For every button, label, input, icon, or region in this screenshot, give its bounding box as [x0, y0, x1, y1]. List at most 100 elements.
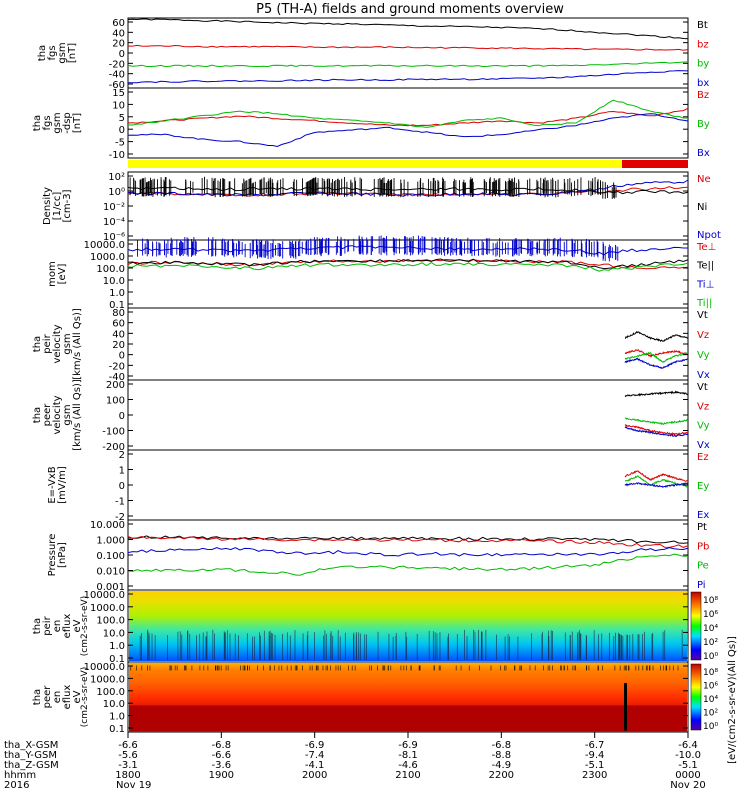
- y-tick-label: 10.0: [103, 699, 125, 710]
- x-value: 2300: [582, 770, 607, 781]
- y-axis-label: [nPa]: [57, 542, 68, 568]
- y-axis-label: fgs: [47, 45, 58, 60]
- legend-Te||: Te||: [696, 261, 714, 272]
- colorbar-tick-label: 10⁸: [703, 668, 718, 678]
- legend-Ne: Ne: [697, 174, 711, 185]
- y-axis-label: [km/s (All Qs)]: [72, 308, 83, 380]
- legend-Ti⊥: Ti⊥: [696, 279, 714, 290]
- y-tick-label: 0.100: [96, 551, 125, 562]
- series-line-Vy: [624, 417, 689, 426]
- legend-By: By: [697, 119, 710, 130]
- y-axis-label: fgs: [42, 115, 53, 130]
- y-axis-label: gsm: [57, 42, 68, 63]
- panel-9: 10⁸ 10⁶ 10⁴ 10² 10⁰ 10000.0 1000.0 100.010.0 1.0…: [32, 589, 718, 665]
- panel-frame: [127, 307, 689, 381]
- y-tick-label: -2: [115, 512, 125, 523]
- legend-Vy: Vy: [697, 421, 710, 432]
- colorbar-tick-label: 10⁴: [703, 624, 718, 634]
- y-tick-label: 2: [119, 450, 125, 461]
- y-axis-label: Pressure: [47, 534, 58, 577]
- legend-bz: bz: [697, 39, 709, 50]
- legend-Vx: Vx: [697, 440, 710, 451]
- legend-Vt: Vt: [697, 310, 708, 321]
- x-value: 1800: [115, 770, 140, 781]
- y-tick-label: -200: [102, 442, 125, 453]
- y-axis-label: eflux: [62, 614, 73, 639]
- series-line-Pt: [127, 535, 689, 544]
- panel-frame: [127, 87, 689, 159]
- y-tick-label: 0.1: [109, 654, 125, 665]
- y-tick-label: -40: [109, 70, 125, 81]
- legend-Ey: Ey: [697, 481, 709, 492]
- y-axis-units: (cm2-s-sr-eV): [80, 596, 90, 656]
- x-value: -5.6: [118, 750, 138, 761]
- y-tick-label: 0: [119, 125, 125, 136]
- legend-Pb: Pb: [697, 541, 709, 552]
- x-value: -3.6: [212, 760, 232, 771]
- series-line-By: [128, 99, 689, 128]
- y-tick-label: 0: [119, 49, 125, 60]
- y-axis-label: [nT]: [72, 113, 83, 133]
- x-value: -6.6: [212, 750, 232, 761]
- y-axis-label: mom: [47, 261, 58, 287]
- y-axis-label: Density: [42, 187, 53, 225]
- y-tick-label: 10⁰: [108, 187, 125, 198]
- colorbar: [690, 663, 702, 731]
- y-tick-label: 1.0: [109, 712, 125, 723]
- legend-Ex: Ex: [697, 510, 709, 521]
- y-tick-label: 100.0: [96, 616, 125, 627]
- x-row-label: tha_X-GSM: [4, 740, 58, 751]
- x-value: 2000: [302, 770, 327, 781]
- y-axis-label: eV: [72, 619, 83, 632]
- series-line-by: [127, 61, 689, 68]
- series-line-Pi: [127, 547, 689, 557]
- x-value: -7.4: [305, 750, 325, 761]
- panel-frame: [127, 379, 689, 451]
- x-value: -6.9: [398, 740, 418, 751]
- legend-Bz: Bz: [697, 90, 709, 101]
- panel-6: Vt Vz Vy Vx 200 100 0 -100 -200 tha peer velocity gs…: [32, 379, 710, 453]
- x-axis-table: tha_X-GSM -6.6 -6.8 -6.9 -6.9 -6.8 -6.7 -6.4tha…: [4, 732, 706, 791]
- legend-by: by: [697, 59, 709, 70]
- y-tick-label: 1: [119, 466, 125, 477]
- y-tick-label: 60: [112, 319, 125, 330]
- quality-bar-good: [128, 160, 622, 168]
- y-axis-label: en: [52, 691, 63, 704]
- series-line-Bz: [127, 107, 689, 127]
- legend-Vt: Vt: [697, 382, 708, 393]
- y-tick-label: 10000.0: [84, 590, 125, 601]
- y-tick-label: 1.000: [96, 536, 125, 547]
- series-line-Ex: [624, 482, 689, 488]
- legend-Ti||: Ti||: [696, 298, 712, 309]
- y-tick-label: 0.010: [96, 567, 125, 578]
- y-tick-label: 5: [119, 113, 125, 124]
- y-axis-label: [cm-3]: [62, 189, 73, 222]
- y-tick-label: 10.0: [103, 276, 125, 287]
- legend-bx: bx: [697, 78, 709, 89]
- y-tick-label: 15: [112, 88, 125, 99]
- series-line-Pe: [127, 553, 689, 576]
- legend-Pi: Pi: [697, 580, 706, 591]
- x-value: -4.9: [492, 760, 512, 771]
- y-tick-label: -20: [109, 361, 125, 372]
- panel-frame: [127, 449, 689, 521]
- x-value: 2100: [395, 770, 420, 781]
- legend-Npot: Npot: [697, 230, 721, 241]
- y-tick-label: 1000.0: [90, 674, 125, 685]
- series-line-Ti⊥: [127, 245, 688, 256]
- x-value: -9.4: [585, 750, 605, 761]
- x-value: Nov 20: [670, 780, 705, 791]
- y-tick-label: 100.0: [96, 687, 125, 698]
- colorbar-tick-label: 10⁸: [703, 596, 718, 606]
- y-tick-label: 10: [112, 100, 125, 111]
- y-tick-label: 20: [112, 39, 125, 50]
- figure-title: P5 (TH-A) fields and ground moments over…: [256, 2, 564, 17]
- colorbar-tick-label: 10²: [703, 638, 718, 648]
- x-row-label: hhmm: [4, 770, 36, 781]
- x-value: -5.1: [585, 760, 605, 771]
- colorbar-tick-label: 10²: [703, 709, 718, 719]
- panel-8: Pt Pb Pe Pi 10.000 1.000 0.100 0.010 0.001 Pressu…: [47, 519, 709, 593]
- y-axis-label: velocity: [52, 324, 63, 363]
- y-tick-label: 10⁻⁶: [103, 232, 125, 243]
